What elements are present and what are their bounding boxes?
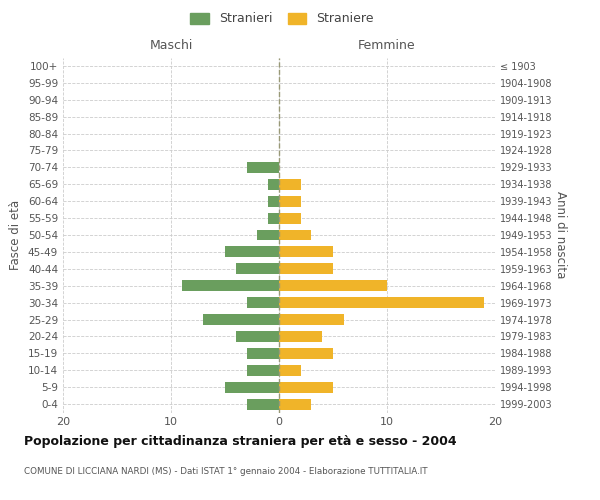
Bar xyxy=(279,297,484,308)
Bar xyxy=(268,179,279,190)
Bar xyxy=(203,314,279,325)
Bar xyxy=(257,230,279,240)
Bar xyxy=(182,280,279,291)
Bar xyxy=(247,297,279,308)
Text: Maschi: Maschi xyxy=(149,40,193,52)
Bar xyxy=(268,212,279,224)
Bar xyxy=(279,331,322,342)
Y-axis label: Anni di nascita: Anni di nascita xyxy=(554,192,566,278)
Bar xyxy=(236,331,279,342)
Bar xyxy=(279,230,311,240)
Bar xyxy=(247,364,279,376)
Bar xyxy=(279,246,333,258)
Bar xyxy=(279,212,301,224)
Bar xyxy=(279,280,387,291)
Bar xyxy=(236,264,279,274)
Bar xyxy=(279,264,333,274)
Bar xyxy=(279,364,301,376)
Y-axis label: Fasce di età: Fasce di età xyxy=(10,200,22,270)
Bar xyxy=(279,179,301,190)
Bar xyxy=(279,382,333,392)
Bar xyxy=(279,314,344,325)
Text: COMUNE DI LICCIANA NARDI (MS) - Dati ISTAT 1° gennaio 2004 - Elaborazione TUTTIT: COMUNE DI LICCIANA NARDI (MS) - Dati IST… xyxy=(24,468,428,476)
Bar xyxy=(279,398,311,409)
Text: Femmine: Femmine xyxy=(358,40,416,52)
Legend: Stranieri, Straniere: Stranieri, Straniere xyxy=(187,8,377,29)
Bar xyxy=(225,382,279,392)
Bar xyxy=(279,196,301,206)
Bar xyxy=(247,348,279,359)
Bar xyxy=(279,348,333,359)
Bar xyxy=(247,398,279,409)
Bar xyxy=(268,196,279,206)
Bar xyxy=(247,162,279,173)
Text: Popolazione per cittadinanza straniera per età e sesso - 2004: Popolazione per cittadinanza straniera p… xyxy=(24,435,457,448)
Bar xyxy=(225,246,279,258)
